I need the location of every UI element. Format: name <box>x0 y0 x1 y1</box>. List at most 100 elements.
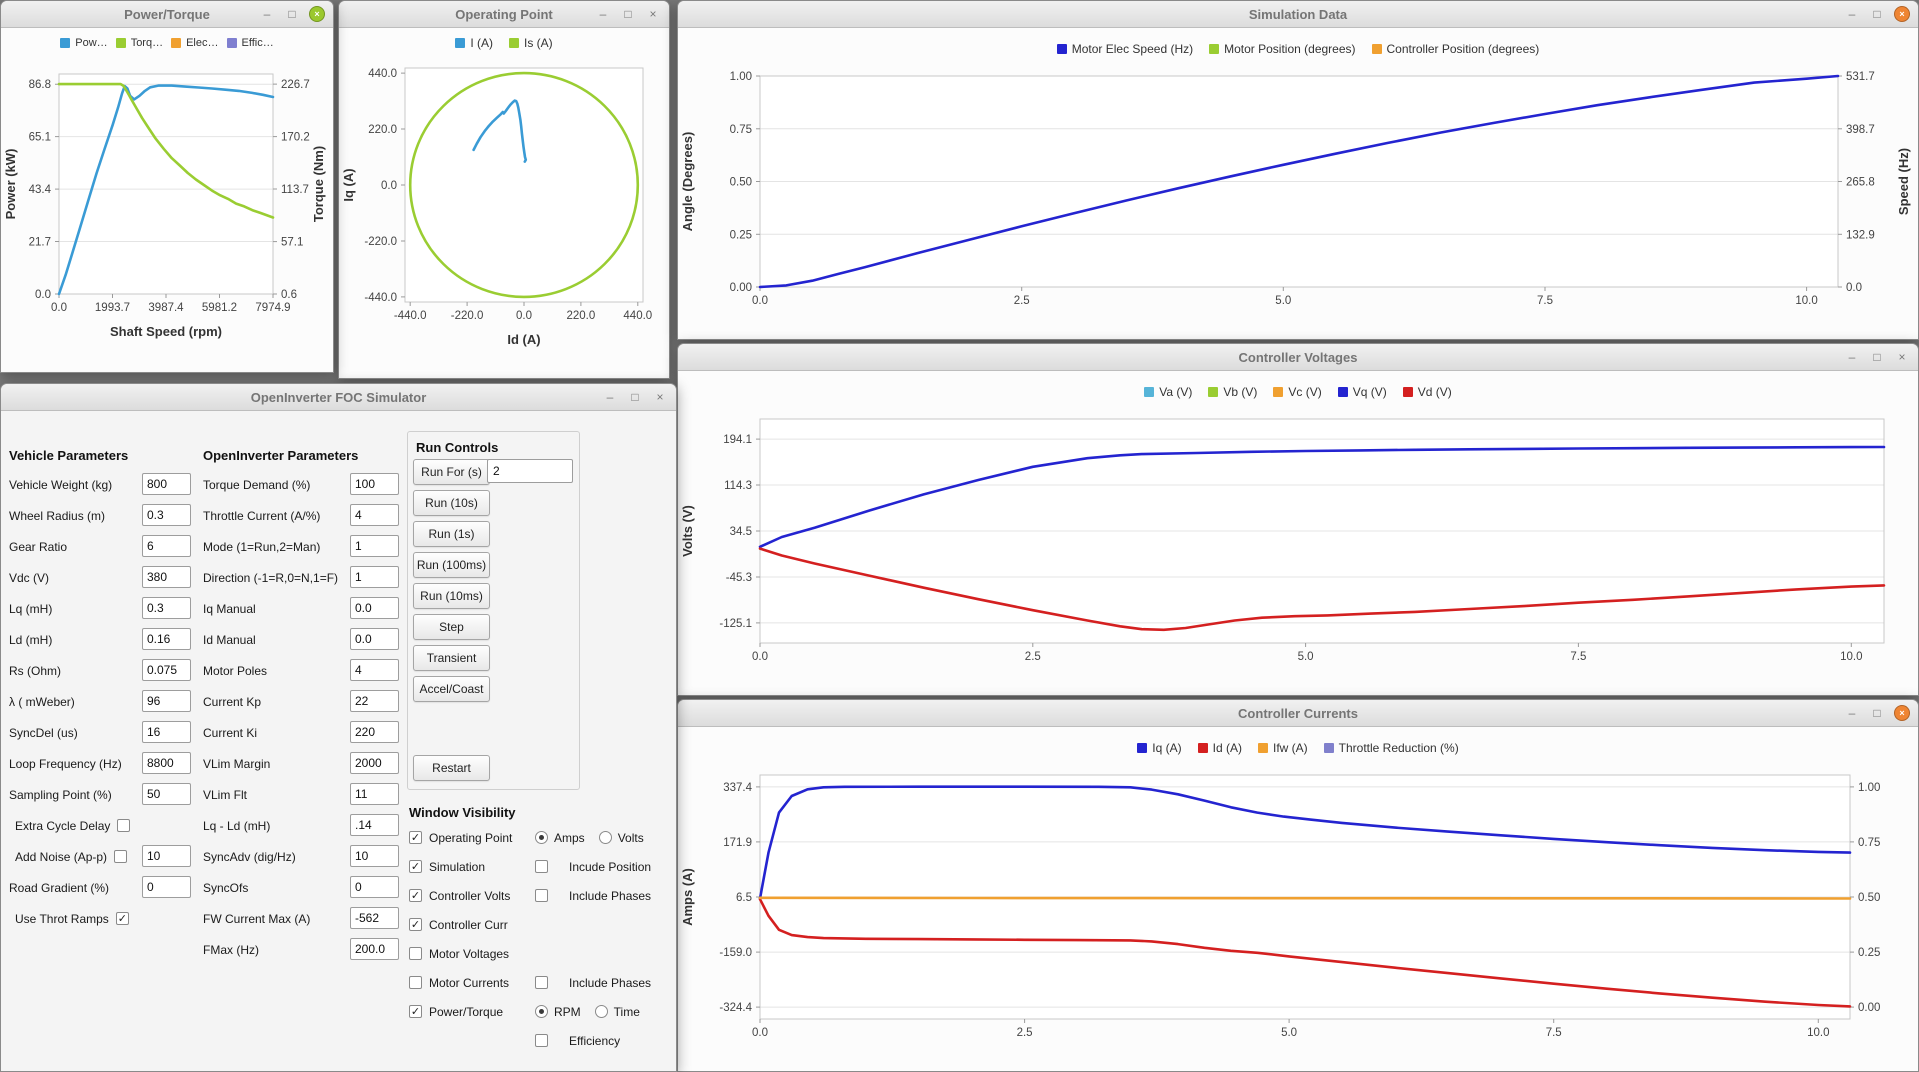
param-input-sampling-point[interactable] <box>142 783 191 805</box>
param-input-fw-current-max-a[interactable] <box>350 907 399 929</box>
titlebar-controller-currents[interactable]: Controller Currents – □ × <box>678 700 1918 727</box>
param-row-vehicle-weight-kg: Vehicle Weight (kg) <box>9 469 205 500</box>
minimize-icon[interactable]: – <box>1848 706 1856 720</box>
param-input-ld-mh[interactable] <box>142 628 191 650</box>
minimize-icon[interactable]: – <box>263 7 271 21</box>
radio-volts[interactable] <box>598 831 612 844</box>
close-icon[interactable]: × <box>649 7 657 21</box>
minimize-icon[interactable]: – <box>1848 350 1856 364</box>
param-input-throttle-current-a[interactable] <box>350 504 399 526</box>
accel-coast-button[interactable]: Accel/Coast <box>413 675 490 702</box>
svg-text:1.00: 1.00 <box>730 71 752 83</box>
legend-label-effic: Effic… <box>241 37 274 49</box>
restore-icon[interactable]: □ <box>631 390 639 404</box>
restore-icon[interactable]: □ <box>1873 7 1881 21</box>
legend-swatch <box>1337 387 1348 397</box>
param-input-direction-1-r-0-n-1-f[interactable] <box>350 566 399 588</box>
minimize-icon[interactable]: – <box>599 7 607 21</box>
close-icon[interactable]: × <box>309 6 325 22</box>
checkbox-incude-position[interactable] <box>535 860 548 873</box>
restore-icon[interactable]: □ <box>624 7 632 21</box>
param-input-current-kp[interactable] <box>350 690 399 712</box>
param-input-motor-poles[interactable] <box>350 659 399 681</box>
param-input-fmax-hz[interactable] <box>350 938 399 960</box>
svg-text:132.9: 132.9 <box>1846 229 1875 241</box>
restore-icon[interactable]: □ <box>288 7 296 21</box>
param-input-vlim-flt[interactable] <box>350 783 399 805</box>
param-input-lq-mh[interactable] <box>142 597 191 619</box>
param-input-vlim-margin[interactable] <box>350 752 399 774</box>
checkbox-controller-volts[interactable]: ✓ <box>409 889 422 902</box>
legend-swatch <box>1208 387 1219 397</box>
checkbox-efficiency[interactable] <box>535 1034 548 1047</box>
checkbox-operating-point[interactable]: ✓ <box>409 831 422 844</box>
titlebar-simulation-data[interactable]: Simulation Data – □ × <box>678 1 1918 28</box>
param-input-add-noise-ap-p[interactable] <box>142 845 191 867</box>
chart-legend: I (A) Is (A) <box>339 28 669 58</box>
param-input-gear-ratio[interactable] <box>142 535 191 557</box>
run-10s-button[interactable]: Run (10s) <box>413 489 490 516</box>
param-input-lq-ld-mh[interactable] <box>350 814 399 836</box>
svg-text:0.00: 0.00 <box>730 282 752 294</box>
transient-button[interactable]: Transient <box>413 644 490 671</box>
checkbox-extra-cycle-delay[interactable] <box>117 819 131 832</box>
checkbox-controller-curr[interactable]: ✓ <box>409 918 422 931</box>
close-icon[interactable]: × <box>656 390 664 404</box>
param-input-road-gradient[interactable] <box>142 876 191 898</box>
titlebar-operating-point[interactable]: Operating Point – □ × <box>339 1 669 28</box>
svg-text:170.2: 170.2 <box>281 132 310 144</box>
param-input-vehicle-weight-kg[interactable] <box>142 473 191 495</box>
titlebar-controller-voltages[interactable]: Controller Voltages – □ × <box>678 344 1918 371</box>
radio-amps[interactable] <box>535 831 548 844</box>
radio-rpm[interactable] <box>535 1005 548 1018</box>
run-for-seconds-input[interactable] <box>487 459 573 483</box>
checkbox-motor-currents[interactable] <box>409 976 422 989</box>
visibility-extra: RPM Time <box>535 1005 640 1019</box>
param-input-loop-frequency-hz[interactable] <box>142 752 191 774</box>
close-icon[interactable]: × <box>1898 350 1906 364</box>
minimize-icon[interactable]: – <box>1848 7 1856 21</box>
restore-icon[interactable]: □ <box>1873 350 1881 364</box>
param-input-syncadv-dig-hz[interactable] <box>350 845 399 867</box>
radio-time[interactable] <box>594 1005 608 1018</box>
param-input-rs-ohm[interactable] <box>142 659 191 681</box>
checkbox-add-noise-ap-p[interactable] <box>114 850 128 863</box>
run-1s-button[interactable]: Run (1s) <box>413 520 490 547</box>
visibility-main: Motor Currents <box>409 976 535 990</box>
legend-label-vb-v: Vb (V) <box>1223 385 1258 399</box>
param-input-vdc-v[interactable] <box>142 566 191 588</box>
close-icon[interactable]: × <box>1894 6 1910 22</box>
restart-button[interactable]: Restart <box>413 754 490 781</box>
checkbox-simulation[interactable]: ✓ <box>409 860 422 873</box>
param-input-mode-1-run-2-man[interactable] <box>350 535 399 557</box>
titlebar-foc-simulator[interactable]: OpenInverter FOC Simulator – □ × <box>1 384 676 411</box>
param-input-syncofs[interactable] <box>350 876 399 898</box>
param-input-torque-demand[interactable] <box>350 473 399 495</box>
svg-text:0.50: 0.50 <box>1858 892 1880 904</box>
checkbox-include-phases[interactable] <box>535 889 548 902</box>
run-10ms-button[interactable]: Run (10ms) <box>413 582 490 609</box>
param-input-mweber[interactable] <box>142 690 191 712</box>
checkbox-use-throt-ramps[interactable]: ✓ <box>115 912 129 925</box>
param-input-wheel-radius-m[interactable] <box>142 504 191 526</box>
checkbox-motor-voltages[interactable] <box>409 947 422 960</box>
param-input-syncdel-us[interactable] <box>142 721 191 743</box>
param-input-id-manual[interactable] <box>350 628 399 650</box>
run-100ms-button[interactable]: Run (100ms) <box>413 551 490 578</box>
step-button[interactable]: Step <box>413 613 490 640</box>
param-row-fw-current-max-a: FW Current Max (A) <box>203 903 405 934</box>
restore-icon[interactable]: □ <box>1873 706 1881 720</box>
param-input-iq-manual[interactable] <box>350 597 399 619</box>
close-icon[interactable]: × <box>1894 705 1910 721</box>
minimize-icon[interactable]: – <box>606 390 614 404</box>
section-header-window-visibility: Window Visibility <box>409 804 516 820</box>
svg-text:Volts (V): Volts (V) <box>680 505 695 557</box>
power-torque-chart: 0.0 1993.7 3987.4 5981.2 7974.9 0.0 21.7 43.4 65… <box>1 58 333 372</box>
titlebar-power-torque[interactable]: Power/Torque – □ × <box>1 1 333 28</box>
checkbox-include-phases[interactable] <box>535 976 548 989</box>
chart-legend: Iq (A) Id (A) Ifw (A) Throttle Reduction (%… <box>678 727 1918 769</box>
checkbox-power-torque[interactable]: ✓ <box>409 1005 422 1018</box>
visibility-row: ✓ Simulation Incude Position <box>409 852 675 881</box>
param-input-current-ki[interactable] <box>350 721 399 743</box>
run-for-s-button[interactable]: Run For (s) <box>413 458 490 485</box>
